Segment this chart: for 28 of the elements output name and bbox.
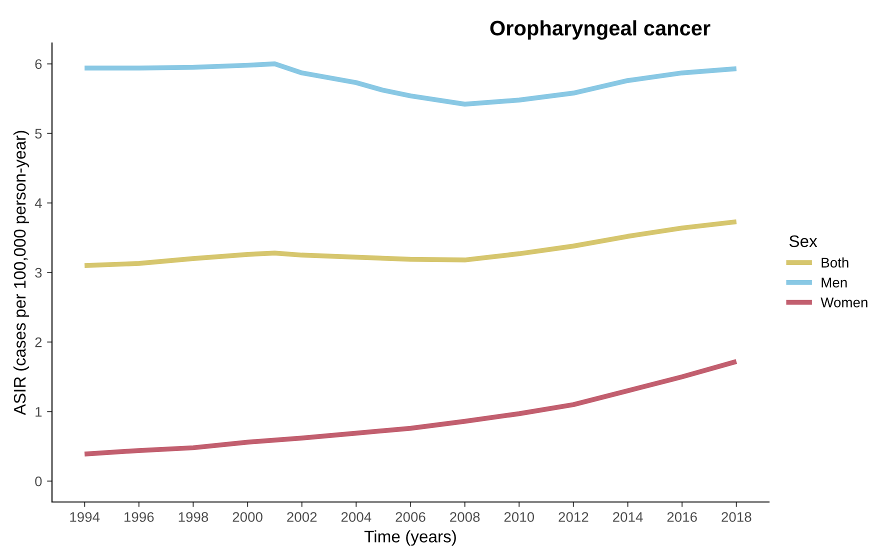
- x-tick-label: 1998: [178, 512, 208, 522]
- legend-label: Both: [822, 257, 848, 268]
- x-tick-label: 2000: [232, 512, 262, 522]
- x-tick-label: 2012: [558, 512, 588, 522]
- x-tick-label: 2014: [613, 512, 643, 522]
- x-tick-label: 2016: [667, 512, 697, 522]
- y-tick-label: 4: [34, 198, 42, 208]
- y-tick-label: 5: [35, 128, 42, 139]
- x-axis-title: Time (years): [364, 530, 456, 546]
- y-tick-label: 2: [35, 337, 42, 348]
- x-tick-label: 1994: [70, 512, 100, 522]
- x-tick-label: 2006: [396, 512, 426, 522]
- y-tick-label: 3: [35, 268, 42, 278]
- y-tick-label: 6: [35, 59, 42, 70]
- x-tick-label: 2018: [722, 512, 752, 522]
- line-series: [82, 359, 739, 456]
- y-tick-label: 1: [36, 407, 42, 417]
- x-tick-label: 1996: [124, 512, 154, 522]
- x-tick-label: 2004: [341, 512, 372, 522]
- legend-title: Sex: [789, 235, 818, 248]
- y-tick-label: 0: [35, 476, 42, 486]
- legend-label: Women: [820, 298, 868, 308]
- chart-title: Oropharyngeal cancer: [490, 20, 710, 40]
- y-axis-title: ASIR (cases per 100,000 person-year): [13, 130, 29, 416]
- x-tick-label: 2008: [450, 512, 480, 522]
- x-tick-label: 2010: [504, 512, 534, 522]
- legend-label: Men: [822, 278, 847, 288]
- x-tick-label: 2002: [287, 512, 317, 522]
